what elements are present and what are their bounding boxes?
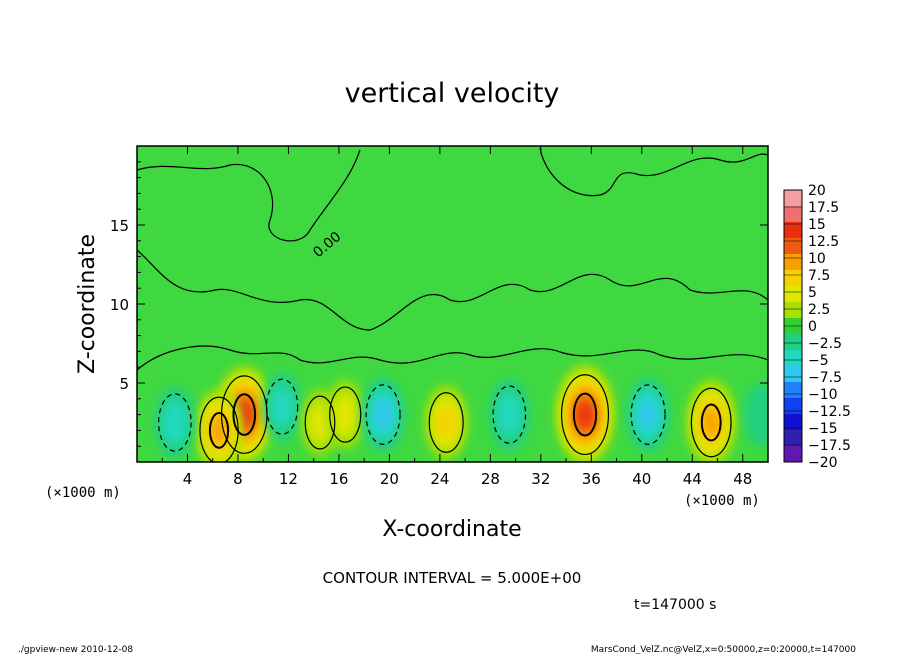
upper-contour-right [539,147,768,197]
field-feature [374,398,393,431]
colorbar-label: 10 [808,251,826,267]
colorbar-swatch [784,430,802,447]
x-tick-label: 36 [582,470,601,488]
colorbar-label: −5 [808,353,829,369]
contour-interval-text: CONTOUR INTERVAL = 5.000E+00 [323,569,582,587]
feature-contour [365,384,401,445]
colorbar-label: −2.5 [808,336,842,352]
feature-contour-inner [208,412,230,449]
x-tick-label: 4 [183,470,193,488]
x-tick-label: 48 [733,470,752,488]
colorbar-swatch [784,222,802,239]
colorbar-label: −12.5 [808,404,851,420]
x-tick-label: 40 [632,470,651,488]
colorbar-swatch [784,382,802,399]
y-tick-label: 5 [119,375,129,393]
colorbar-swatch [784,366,802,383]
field-feature [333,393,357,436]
field-feature [162,401,188,444]
x-tick-label: 32 [531,470,550,488]
x-unit-left: (×1000 m) [45,485,121,501]
contour-lines [137,147,768,462]
field-feature [308,402,332,443]
x-tick-label: 24 [430,470,449,488]
field-feature [270,386,294,428]
y-axis-ticks: 5 10 15 [110,161,768,447]
colorbar-label: −17.5 [808,438,851,454]
colorbar-swatch [784,334,802,351]
colorbar-swatch [784,350,802,367]
colorbar: 2017.51512.5107.552.50−2.5−5−7.5−10−12.5… [783,183,851,471]
colorbar-swatch [784,286,802,303]
y-tick-label: 10 [110,296,129,314]
feature-contour [199,396,239,462]
x-tick-label: 8 [233,470,243,488]
x-tick-label: 28 [481,470,500,488]
colorbar-label: 2.5 [808,302,830,318]
colorbar-swatch [784,302,802,319]
feature-contour [329,386,362,443]
colorbar-swatch [784,398,802,415]
colorbar-label: 15 [808,217,826,233]
colorbar-label: 17.5 [808,200,839,216]
x-tick-label: 20 [380,470,399,488]
feature-contour [304,395,336,450]
colorbar-label: 7.5 [808,268,830,284]
field-feature [744,383,768,447]
x-axis-ticks: 4 8 12 16 20 24 28 32 36 40 44 48 [161,146,752,488]
zero-contour [137,249,768,331]
field-feature [578,403,592,427]
feature-contour-inner [232,393,257,436]
field-feature [702,408,720,437]
colorbar-label: 0 [808,319,817,335]
feature-contour [690,387,732,458]
colorbar-label: 5 [808,285,817,301]
field-features [154,364,768,462]
x-axis-title: X-coordinate [382,517,521,542]
colorbar-label: −20 [808,455,838,471]
feature-contour [630,384,666,445]
colorbar-swatch [784,190,802,207]
chart-title: vertical velocity [345,78,560,109]
feature-contour [492,385,527,444]
lower-contour [137,345,768,371]
colorbar-label: 12.5 [808,234,839,250]
colorbar-label: −7.5 [808,370,842,386]
field-feature [211,416,227,445]
plot-area: 0.00 [136,145,769,463]
time-text: t=147000 s [634,597,716,613]
colorbar-swatch [784,254,802,271]
footer-right: MarsCond_VelZ.nc@VelZ,x=0:50000,z=0:2000… [591,645,856,654]
x-tick-label: 44 [683,470,702,488]
y-axis-title: Z-coordinate [75,234,100,374]
feature-contour [266,378,299,435]
colorbar-label: 20 [808,183,826,199]
colorbar-label: −15 [808,421,838,437]
field-feature [497,393,522,437]
feature-contour-inner [572,392,598,437]
footer-left: ./gpview-new 2010-12-08 [18,645,133,654]
feature-contour-inner [700,403,722,442]
upper-contour [137,149,361,242]
colorbar-swatch [784,270,802,287]
x-unit-right: (×1000 m) [684,493,760,509]
field-feature [639,398,658,431]
colorbar-swatch [784,238,802,255]
x-tick-label: 12 [279,470,298,488]
feature-contour [560,374,610,456]
feature-contour [158,393,192,452]
x-tick-label: 16 [329,470,348,488]
colorbar-swatch [784,206,802,223]
colorbar-swatch [784,414,802,431]
field-feature [437,406,456,439]
colorbar-swatch [784,446,802,463]
colorbar-label: −10 [808,387,838,403]
feature-contour [428,392,464,453]
y-tick-label: 15 [110,217,129,235]
